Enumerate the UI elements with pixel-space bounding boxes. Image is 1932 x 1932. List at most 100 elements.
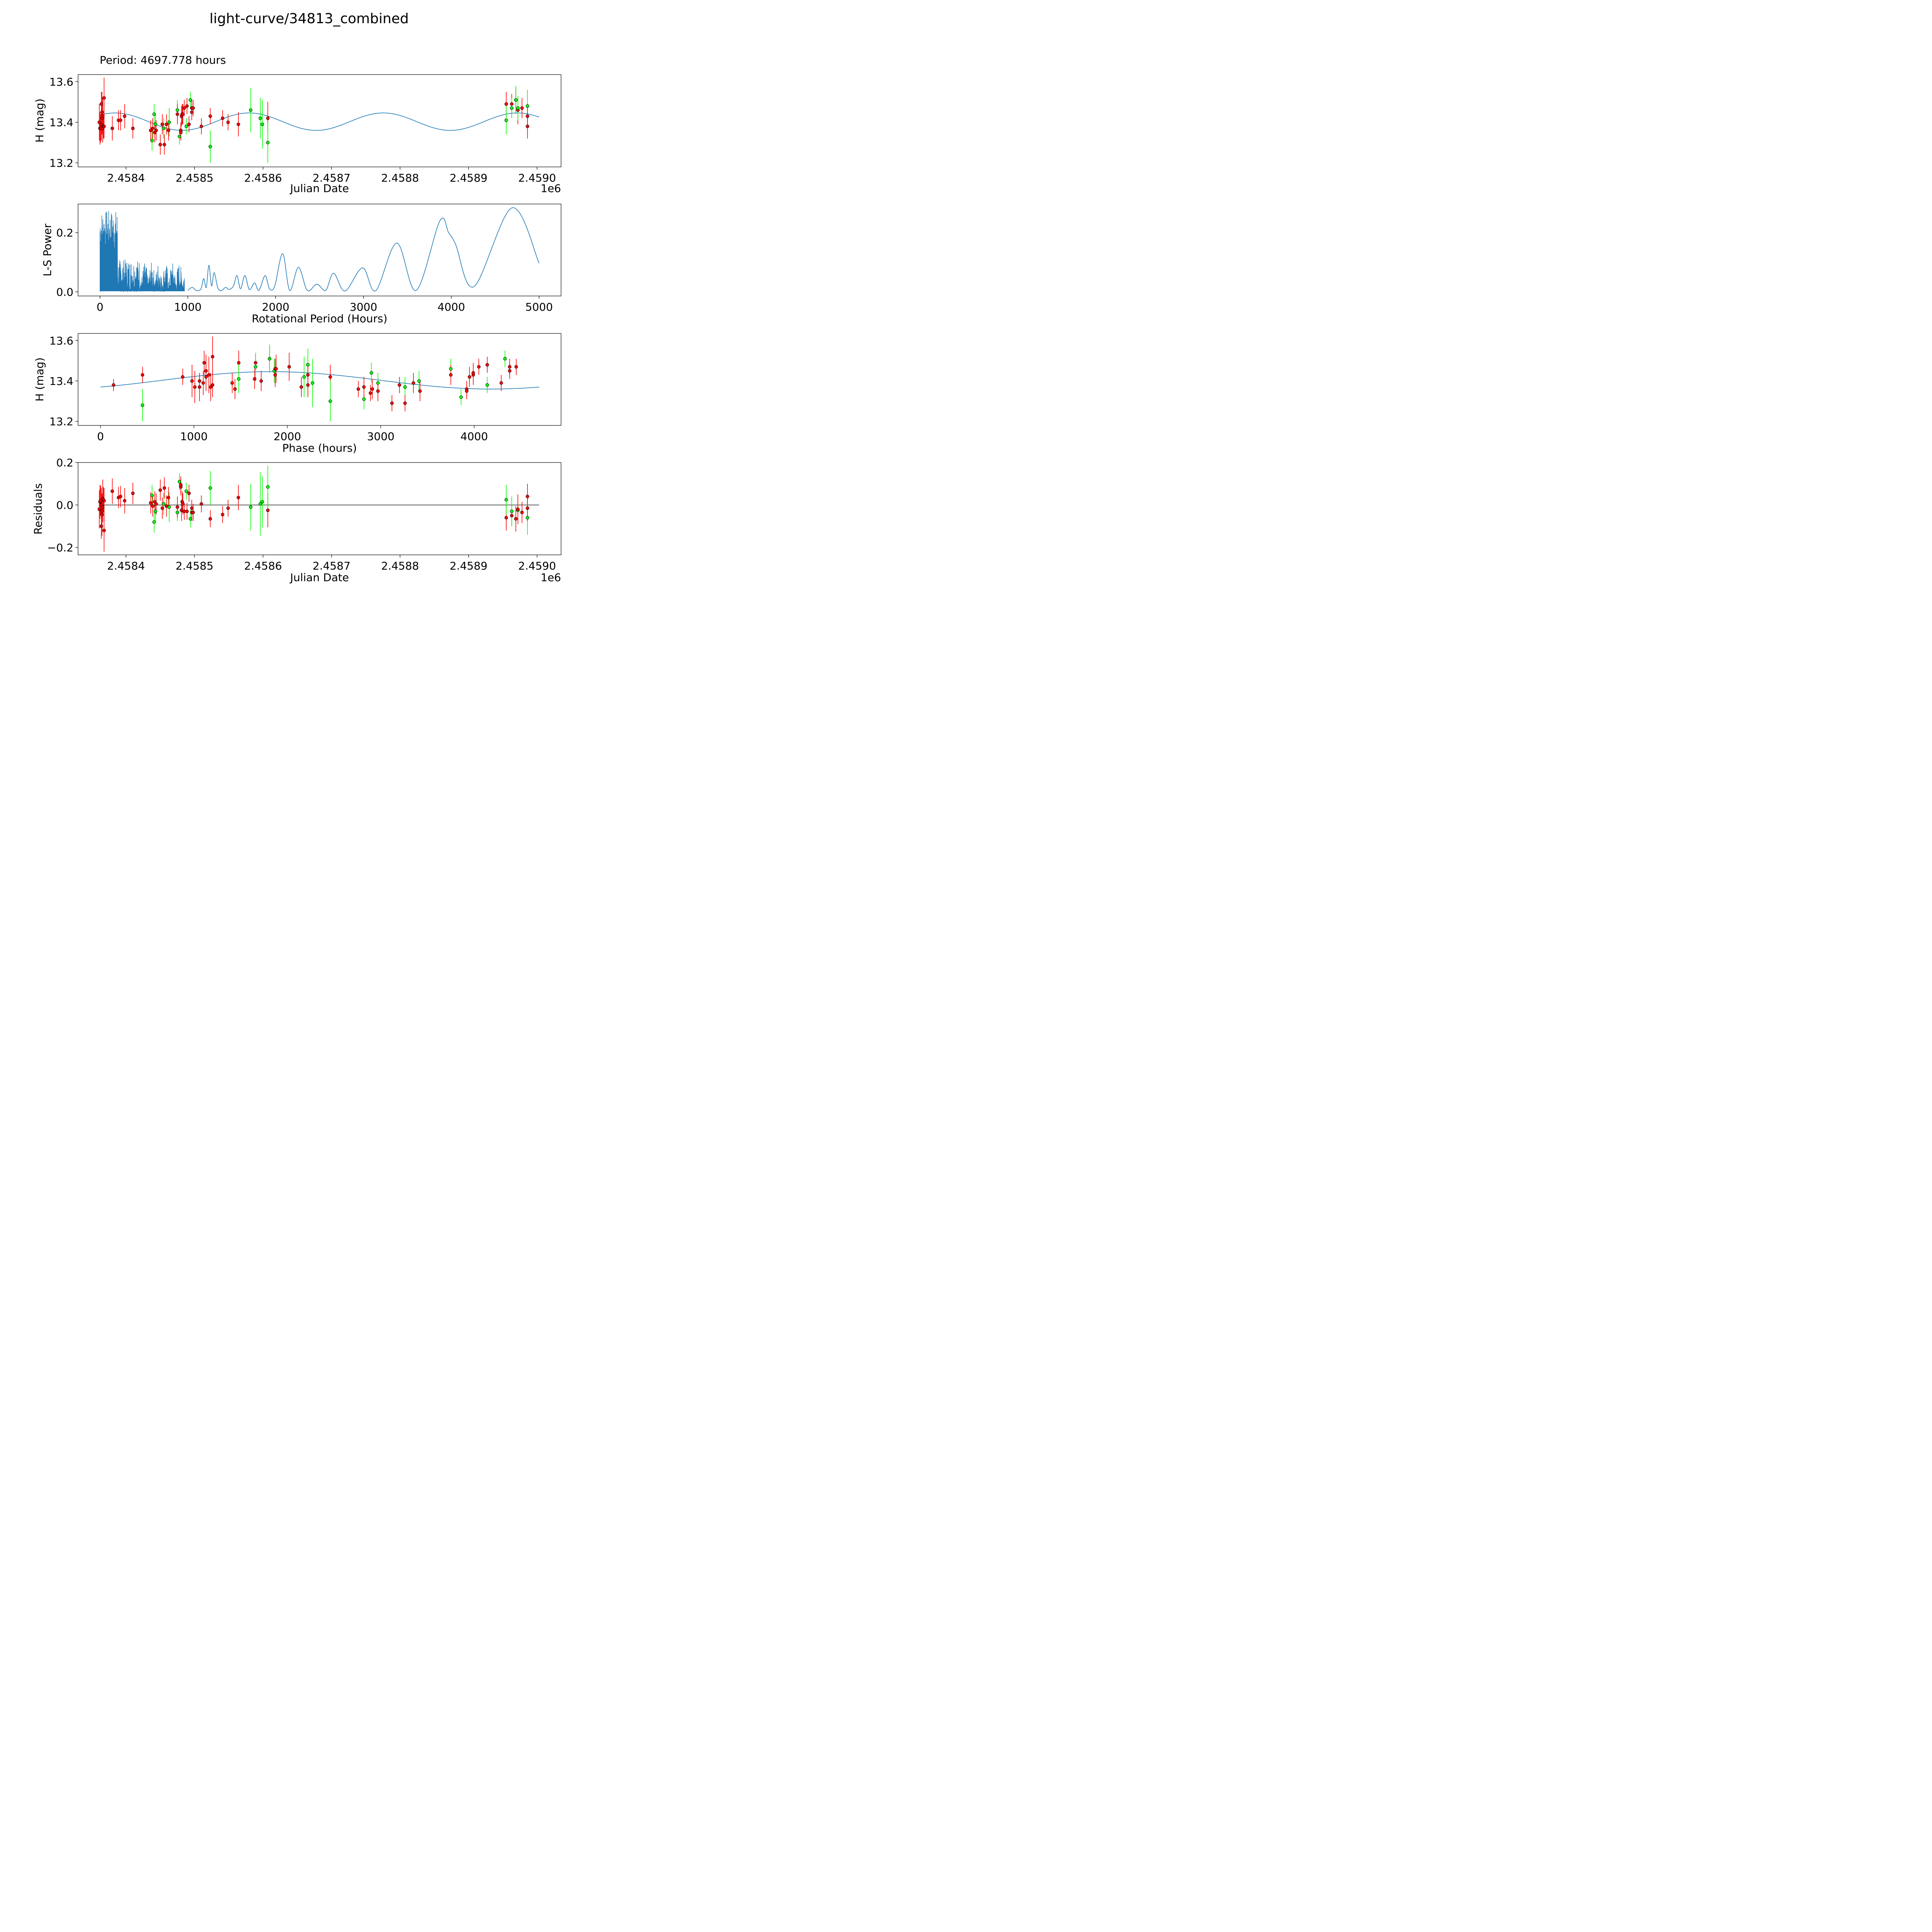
phased-data-point <box>259 379 263 383</box>
phased-data-point <box>468 375 471 379</box>
residuals-data-point <box>520 510 524 514</box>
phased-data-point <box>485 383 489 387</box>
residuals-data-point <box>516 507 520 511</box>
phased-data-point <box>112 383 116 387</box>
lightcurve-data-point <box>520 106 524 110</box>
lightcurve-data-point <box>236 122 240 126</box>
lightcurve-data-point <box>266 116 270 120</box>
periodogram-ytick-label: 0.2 <box>56 226 73 239</box>
lightcurve-data-point <box>149 129 153 132</box>
phased-data-point <box>207 373 211 377</box>
figure-title: light-curve/34813_combined <box>209 11 409 27</box>
lightcurve-offset-label: 1e6 <box>541 182 561 195</box>
periodogram-ytick-label: 0.0 <box>56 286 73 298</box>
residuals-data-point <box>175 510 179 514</box>
phased-data-point <box>253 365 257 369</box>
lightcurve-data-point <box>162 143 166 146</box>
lightcurve-data-point <box>175 108 179 112</box>
lightcurve-data-point <box>184 124 188 128</box>
periodogram-ylabel: L-S Power <box>41 223 54 276</box>
lightcurve-data-point <box>266 141 270 145</box>
residuals-data-point <box>199 502 203 506</box>
residuals-data-point <box>184 489 188 493</box>
phased-data-point <box>237 361 241 365</box>
phased-data-point <box>465 389 469 393</box>
lightcurve-data-point <box>185 104 189 108</box>
lightcurve-data-point <box>189 98 192 102</box>
phased-data-point <box>371 387 374 391</box>
residuals-xlabel: Julian Date <box>289 571 349 584</box>
phased-data-point <box>201 381 205 385</box>
phased-data-point <box>141 373 145 377</box>
residuals-data-point <box>504 498 508 502</box>
phased-data-point <box>503 357 507 361</box>
phased-data-point <box>306 373 310 377</box>
periodogram-xtick-label: 5000 <box>526 301 553 313</box>
periodogram-xtick-label: 0 <box>97 301 104 313</box>
residuals-data-point <box>160 506 164 510</box>
residuals-data-point <box>179 483 183 487</box>
lightcurve-xtick-label: 2.4585 <box>175 172 213 184</box>
periodogram-xtick-label: 3000 <box>350 301 377 313</box>
residuals-data-point <box>99 524 103 528</box>
phased-data-point <box>306 383 310 387</box>
lightcurve-ytick-label: 13.6 <box>49 75 73 88</box>
phased-data-point <box>230 381 234 385</box>
lightcurve-data-point <box>123 114 127 118</box>
lightcurve-data-point <box>111 126 114 130</box>
lightcurve-data-point <box>182 106 186 110</box>
residuals-data-point <box>97 507 101 511</box>
residuals-data-point <box>119 495 122 498</box>
lightcurve-model-line <box>99 112 539 131</box>
phased-data-point <box>328 375 332 379</box>
panel-lightcurve: Period: 4697.778 hours 2.4584 2.4585 2.458… <box>33 54 561 195</box>
phased-data-point <box>197 379 201 383</box>
phased-data-point <box>403 401 407 405</box>
periodogram-xtick-label: 4000 <box>437 301 465 313</box>
residuals-data-point <box>226 506 230 510</box>
lightcurve-data-point <box>177 134 181 138</box>
lightcurve-data-point <box>510 106 514 110</box>
residuals-data-point <box>189 517 192 521</box>
lightcurve-data-point <box>119 118 122 122</box>
phased-data-point <box>398 383 401 387</box>
phased-data-point <box>268 357 272 361</box>
lightcurve-data-point <box>526 114 529 118</box>
lightcurve-data-point <box>199 124 203 128</box>
residuals-data-point <box>100 513 104 517</box>
panel-phased: 0 1000 2000 3000 4000 13.2 13.4 13.6 Phase (hou… <box>33 333 561 454</box>
residuals-xtick-label: 2.4587 <box>313 560 350 572</box>
lightcurve-data-point <box>504 118 508 122</box>
phased-data-point <box>197 385 201 389</box>
periodogram-marks <box>100 207 539 293</box>
phased-data-point <box>403 385 407 389</box>
phased-ticks: 0 1000 2000 3000 4000 13.2 13.4 13.6 <box>49 334 488 443</box>
residuals-data-point <box>167 505 171 509</box>
residuals-data-point <box>131 492 135 495</box>
lightcurve-ytick-label: 13.4 <box>49 116 73 129</box>
residuals-data-point <box>162 502 166 506</box>
phased-data-point <box>508 369 512 373</box>
residuals-data-point <box>185 509 189 513</box>
phased-data-point <box>376 381 380 385</box>
periodogram-line <box>187 207 539 292</box>
lightcurve-data-point <box>510 102 514 106</box>
lightcurve-xlabel: Julian Date <box>289 182 349 195</box>
lightcurve-data-point <box>516 106 520 110</box>
phased-data-point <box>306 363 310 367</box>
residuals-data-point <box>514 517 518 521</box>
phased-data-point <box>417 379 421 383</box>
phased-data-point <box>471 371 475 375</box>
phased-xtick-label: 0 <box>97 430 104 443</box>
phased-data-point <box>369 391 372 395</box>
lightcurve-xtick-label: 2.4586 <box>244 172 282 184</box>
residuals-data-point <box>526 506 529 510</box>
lightcurve-data-point <box>504 102 508 106</box>
phased-data-point <box>253 377 257 381</box>
phased-data-point <box>459 395 463 399</box>
residuals-xtick-label: 2.4589 <box>450 560 488 572</box>
residuals-ticks: 2.4584 2.4585 2.4586 2.4587 2.4588 2.4589 2.45… <box>47 456 556 572</box>
lightcurve-data-point <box>158 143 162 146</box>
residuals-xtick-label: 2.4584 <box>107 560 145 572</box>
phased-data-point <box>356 387 360 391</box>
